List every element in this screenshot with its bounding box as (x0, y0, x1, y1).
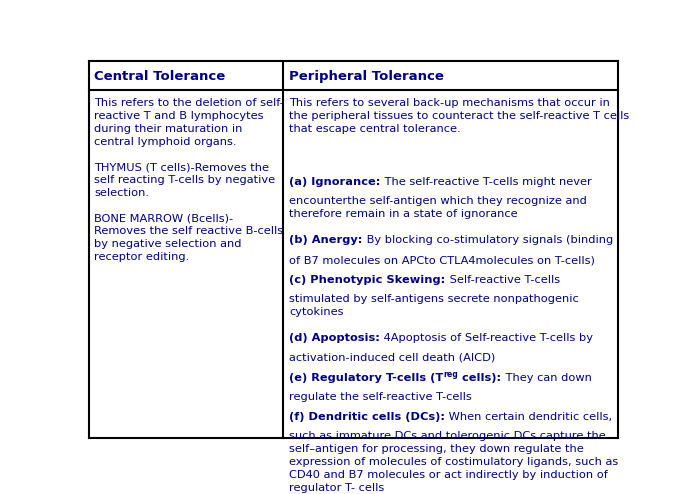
Text: (e) Regulatory T-cells (T: (e) Regulatory T-cells (T (290, 372, 444, 382)
Text: encounterthe self-antigen which they recognize and
therefore remain in a state o: encounterthe self-antigen which they rec… (290, 196, 587, 219)
Text: (f) Dendritic cells (DCs):: (f) Dendritic cells (DCs): (290, 412, 446, 422)
Text: (d) Apoptosis:: (d) Apoptosis: (290, 333, 380, 343)
Text: When certain dendritic cells,: When certain dendritic cells, (446, 412, 613, 422)
Text: This refers to the deletion of self-
reactive T and B lymphocytes
during their m: This refers to the deletion of self- rea… (95, 98, 284, 262)
Text: This refers to several back-up mechanisms that occur in
the peripheral tissues t: This refers to several back-up mechanism… (290, 98, 630, 134)
Text: such as immature DCs and tolerogenic DCs capture the
self–antigen for processing: such as immature DCs and tolerogenic DCs… (290, 431, 619, 493)
Text: reg: reg (444, 370, 458, 379)
Text: Peripheral Tolerance: Peripheral Tolerance (290, 70, 444, 83)
Text: (c) Phenotypic Skewing:: (c) Phenotypic Skewing: (290, 275, 446, 285)
Text: 4Apoptosis of Self-reactive T-cells by: 4Apoptosis of Self-reactive T-cells by (380, 333, 593, 343)
Text: (a) Ignorance:: (a) Ignorance: (290, 177, 381, 187)
Text: Self-reactive T-cells: Self-reactive T-cells (446, 275, 560, 285)
Text: stimulated by self-antigens secrete nonpathogenic
cytokines: stimulated by self-antigens secrete nonp… (290, 294, 579, 317)
Text: (b) Anergy:: (b) Anergy: (290, 236, 363, 246)
Text: cells):: cells): (458, 372, 502, 382)
Text: They can down: They can down (502, 372, 591, 382)
Text: regulate the self-reactive T-cells: regulate the self-reactive T-cells (290, 392, 472, 402)
Text: activation-induced cell death (AICD): activation-induced cell death (AICD) (290, 353, 495, 363)
Text: The self-reactive T-cells might never: The self-reactive T-cells might never (381, 177, 591, 187)
Text: By blocking co-stimulatory signals (binding: By blocking co-stimulatory signals (bind… (363, 236, 613, 246)
Text: Central Tolerance: Central Tolerance (95, 70, 226, 83)
Text: of B7 molecules on APCto CTLA4molecules on T-cells): of B7 molecules on APCto CTLA4molecules … (290, 255, 595, 265)
